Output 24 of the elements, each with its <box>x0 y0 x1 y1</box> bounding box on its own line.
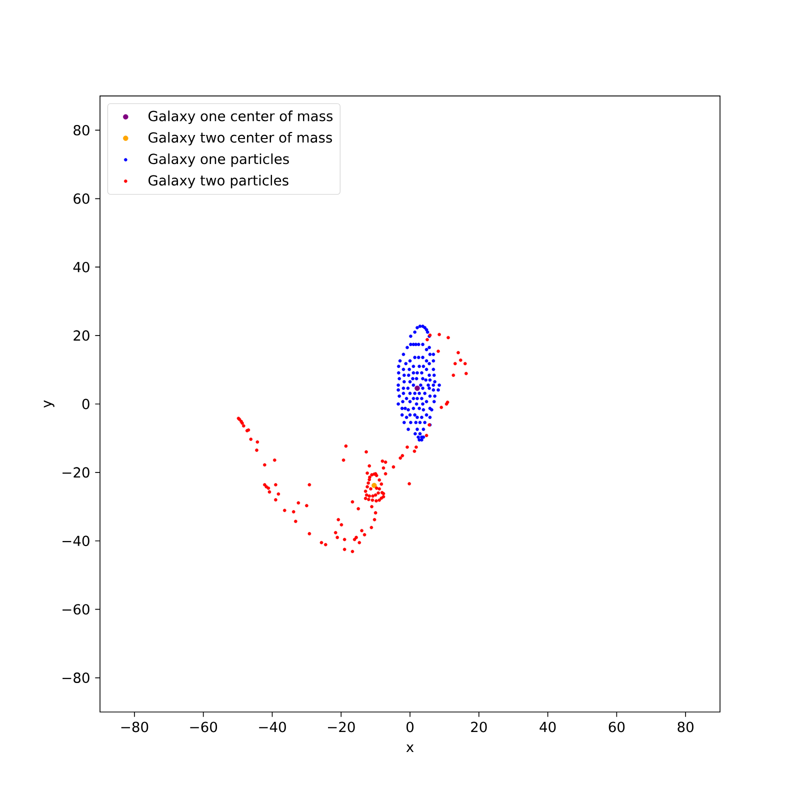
y-tick-label: 20 <box>74 330 90 341</box>
x-tick-label: −80 <box>121 722 148 732</box>
legend-label: Galaxy two center of mass <box>148 132 332 146</box>
x-tick-label: 20 <box>471 722 487 732</box>
y-tick-label: −80 <box>62 672 90 684</box>
x-tick-label: 0 <box>406 722 414 732</box>
y-tick-label: 80 <box>74 124 90 136</box>
x-tick-label: −20 <box>328 722 355 732</box>
x-tick-label: −60 <box>190 722 218 732</box>
legend-label: Galaxy one center of mass <box>148 110 333 124</box>
y-tick-label: −20 <box>62 467 90 478</box>
y-axis-title: y <box>44 400 54 408</box>
y-tick-label: 40 <box>73 262 90 272</box>
x-axis-title: x <box>406 744 414 752</box>
y-tick-label: −60 <box>62 604 90 615</box>
legend-label: Galaxy two particles <box>148 174 288 188</box>
x-tick-label: 80 <box>678 722 694 732</box>
legend-label: Galaxy one particles <box>148 153 289 167</box>
y-tick-label: 60 <box>74 193 90 204</box>
x-tick-label: 60 <box>608 722 625 732</box>
y-tick-label: 0 <box>82 398 90 410</box>
x-tick-label: −40 <box>259 722 286 732</box>
y-tick-label: −40 <box>62 536 90 546</box>
x-tick-label: 40 <box>540 722 556 732</box>
